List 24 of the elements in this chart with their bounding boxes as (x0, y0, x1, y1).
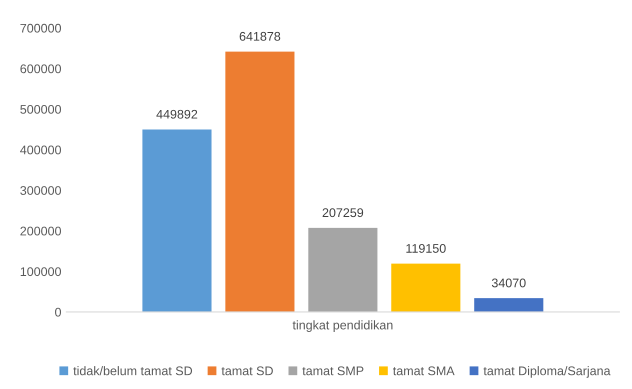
legend-label: tamat SMA (393, 366, 455, 376)
y-tick-label: 200000 (20, 226, 62, 236)
data-label: 119150 (406, 244, 446, 253)
y-tick-label: 600000 (20, 64, 62, 74)
data-label: 207259 (322, 208, 364, 218)
y-tick-label: 100000 (20, 267, 62, 276)
bar (474, 298, 544, 312)
legend-label: tamat SD (222, 366, 273, 376)
data-label: 34070 (492, 278, 526, 288)
y-tick-label: 400000 (20, 146, 62, 154)
data-label: 641878 (240, 32, 280, 41)
bar (308, 228, 378, 312)
y-tick-label: 700000 (20, 24, 62, 33)
bar (225, 52, 294, 312)
bar (391, 264, 460, 312)
y-tick-label: 0 (55, 308, 62, 317)
y-tick-label: 300000 (20, 186, 62, 195)
x-tick-label: tingkat pendidikan (292, 320, 392, 332)
legend-label: tamat SMP (302, 366, 364, 376)
y-tick-label: 500000 (20, 104, 62, 114)
data-label: 449892 (156, 110, 198, 119)
legend-label: tamat Diploma/Sarjana (484, 366, 611, 378)
bar (142, 129, 212, 312)
legend-label: tidak/belum tamat SD (73, 366, 192, 376)
